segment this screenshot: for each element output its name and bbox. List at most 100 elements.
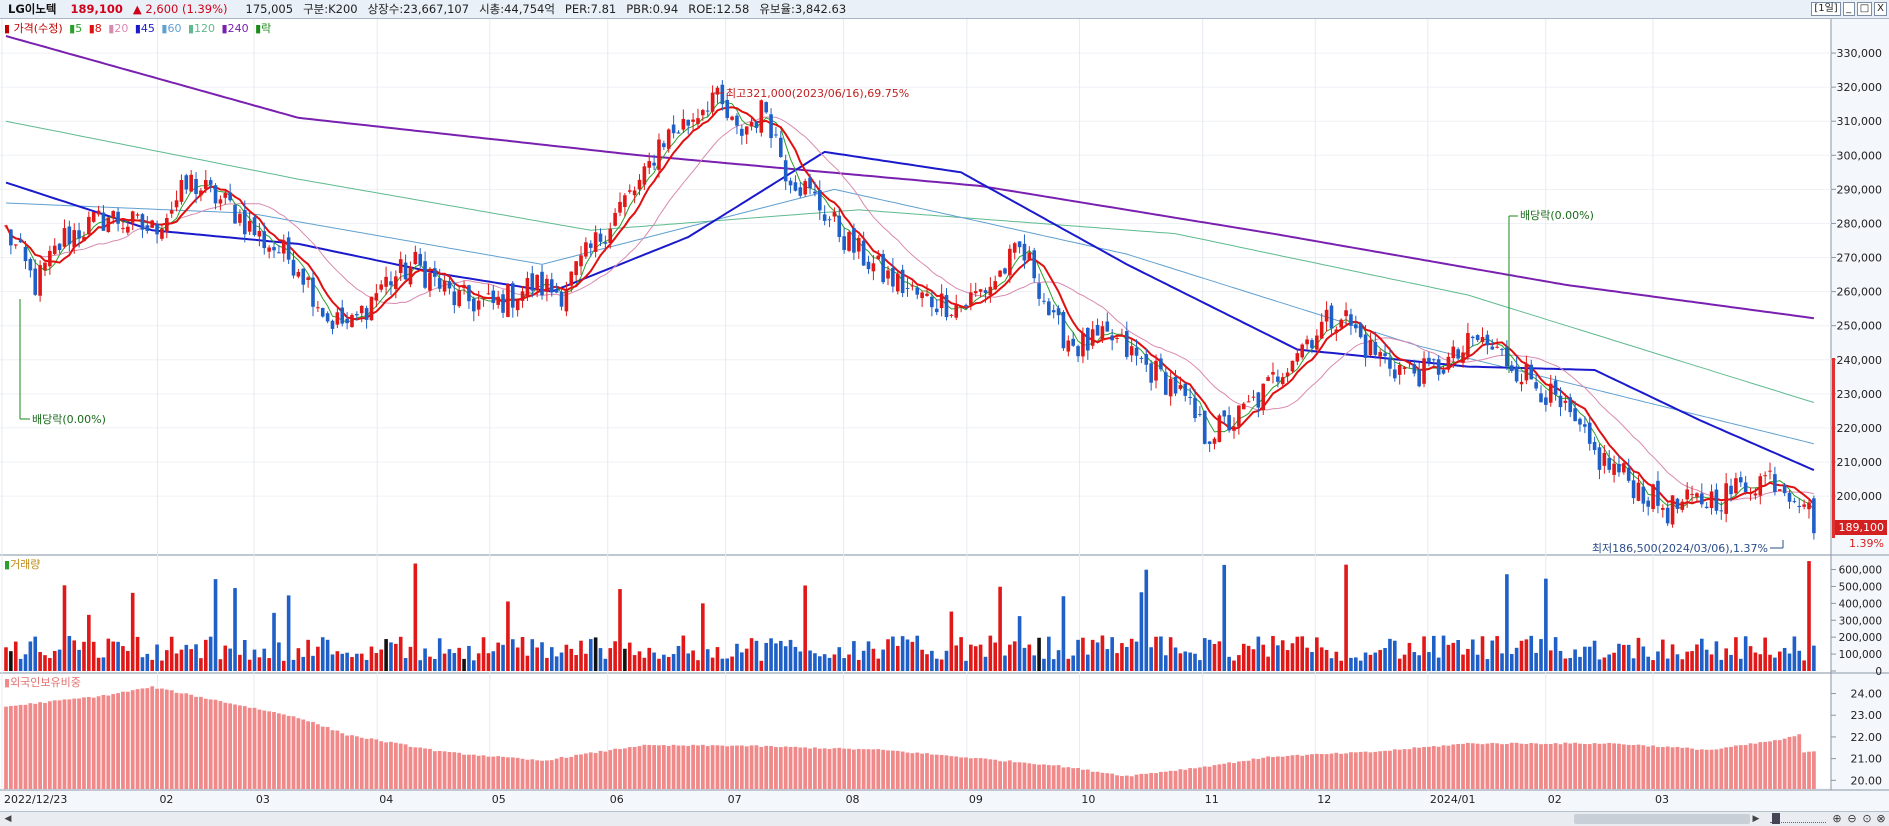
candle-body (52, 245, 57, 254)
volume-bar (1212, 644, 1217, 671)
candle-body (1315, 335, 1319, 350)
foreign-ratio-bar (1163, 771, 1168, 789)
foreign-ratio-bar (1509, 742, 1514, 789)
foreign-ratio-bar (583, 753, 588, 789)
volume-bar (67, 635, 72, 671)
volume-bar (1207, 639, 1212, 671)
x-tick-label: 04 (379, 793, 393, 806)
candle-body (1349, 314, 1353, 326)
volume-bar (52, 650, 57, 671)
volume-bar (1777, 651, 1782, 671)
foreign-ratio-bar (1081, 769, 1085, 789)
zoom-slider[interactable] (1770, 815, 1826, 823)
foreign-ratio-bar (423, 748, 427, 789)
candle-body (1202, 410, 1207, 444)
candle-body (691, 119, 695, 122)
volume-bar (1237, 655, 1241, 671)
close-button[interactable]: X (1874, 2, 1887, 16)
candle-body (720, 84, 725, 105)
foreign-ratio-bar (1480, 744, 1485, 789)
volume-bar (106, 638, 111, 671)
volume-bar (871, 648, 876, 671)
volume-bar (1261, 644, 1266, 671)
candle-body (311, 277, 315, 307)
volume-bar (837, 647, 842, 671)
candle-body (1144, 354, 1149, 365)
volume-bar (1807, 561, 1811, 671)
volume-bar (774, 643, 778, 671)
candle-body (944, 295, 949, 318)
volume-bar (735, 643, 739, 671)
foreign-ratio-bar (106, 695, 111, 789)
volume-bar (876, 658, 881, 671)
candle-body (1407, 361, 1412, 363)
volume-bar (437, 638, 442, 671)
volume-bar (1787, 653, 1792, 671)
volume-bar (930, 650, 934, 671)
period-button[interactable]: [1일] (1811, 2, 1841, 16)
foreign-ratio-bar (486, 756, 491, 789)
scroll-left-arrow-icon[interactable]: ◀ (4, 814, 12, 824)
candle-body (1753, 493, 1758, 496)
candle-body (1646, 500, 1651, 507)
volume-tick-label: 500,000 (1839, 581, 1882, 593)
volume-bar (554, 656, 559, 671)
candle-body (1193, 397, 1197, 419)
candle-body (574, 261, 578, 276)
candle-body (1124, 331, 1129, 357)
volume-bar (730, 656, 734, 671)
candle-body (788, 180, 793, 186)
foreign-ratio-bar (593, 753, 598, 789)
volume-bar (1310, 651, 1314, 671)
candle-body (199, 190, 203, 196)
zoom-slider-knob[interactable] (1772, 813, 1780, 824)
volume-bar (1251, 649, 1256, 671)
candle-body (242, 210, 247, 235)
foreign-ratio-bar (1529, 743, 1534, 789)
foreign-ratio-bar (1704, 749, 1709, 789)
volume-bar (130, 592, 135, 671)
candle-body (1100, 326, 1105, 341)
volume-bar (1573, 649, 1577, 671)
maximize-button[interactable]: □ (1856, 2, 1873, 16)
zoom-fit-icon[interactable]: ⊗ (1876, 812, 1886, 825)
candle-body (832, 211, 837, 217)
foreign-ratio-bar (1466, 742, 1470, 789)
foreign-ratio-bar (666, 745, 671, 789)
candle-body (160, 228, 164, 239)
scroll-right-arrow-icon[interactable]: ▶ (1752, 814, 1760, 824)
zoom-out-icon[interactable]: ⊖ (1847, 812, 1857, 825)
stock-chart[interactable]: 330,000 320,000 310,000 300,000 290,000 280,0… (0, 19, 1889, 811)
candle-body (101, 212, 106, 231)
volume-bar (506, 601, 510, 671)
foreign-ratio-bar (1539, 744, 1543, 789)
candle-body (1295, 353, 1300, 362)
candle-body (179, 179, 184, 202)
candle-body (1534, 382, 1538, 389)
volume-bar (1276, 645, 1280, 671)
foreign-ratio-bar (1558, 744, 1563, 789)
candle-body (1500, 349, 1504, 351)
foreign-ratio-bar (1431, 746, 1436, 789)
candle-body (291, 259, 296, 276)
volume-bar (920, 649, 924, 671)
foreign-ratio-bar (1753, 743, 1758, 789)
minimize-button[interactable]: _ (1842, 2, 1855, 16)
candle-body (476, 300, 481, 310)
foreign-ratio-bar (57, 700, 62, 789)
volume-bar (579, 640, 583, 671)
candle-body (1159, 358, 1163, 370)
horizontal-scrollbar[interactable]: ◀ ▶ ⊕ ⊖ ⊙ ⊗ (0, 811, 1889, 826)
foreign-ratio-bar (808, 748, 812, 789)
foreign-ratio-bar (1636, 744, 1641, 789)
zoom-in-icon[interactable]: ⊕ (1832, 812, 1842, 825)
zoom-reset-icon[interactable]: ⊙ (1862, 812, 1872, 825)
scroll-thumb[interactable] (1574, 814, 1750, 824)
candle-body (603, 242, 608, 244)
volume-bar (1295, 636, 1300, 671)
candle-body (891, 267, 895, 287)
candle-body (1358, 323, 1363, 338)
foreign-ratio-bar (291, 716, 296, 789)
foreign-ratio-bar (1441, 745, 1446, 789)
volume-bar (666, 656, 671, 671)
